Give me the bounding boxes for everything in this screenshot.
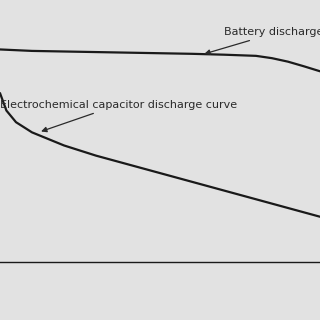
Text: Electrochemical capacitor discharge curve: Electrochemical capacitor discharge curv… — [0, 100, 237, 132]
Text: Battery discharge c: Battery discharge c — [206, 27, 320, 54]
